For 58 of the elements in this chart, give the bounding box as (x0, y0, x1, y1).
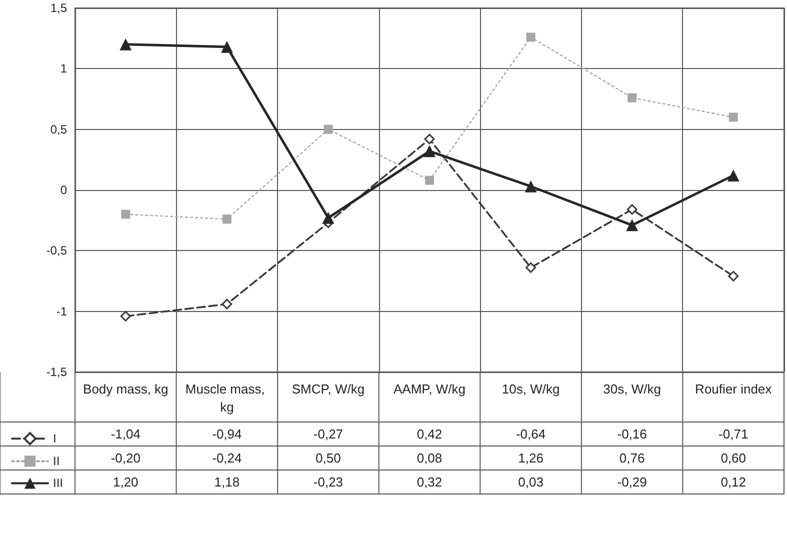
data-label: 1,20 (112, 474, 138, 490)
point (626, 204, 638, 215)
point (424, 134, 435, 144)
point (628, 93, 637, 102)
data-label: -0,16 (617, 426, 647, 442)
data-label: 1,26 (518, 450, 544, 466)
x-tick-label: Roufier index (695, 382, 772, 396)
data-label: -0,24 (212, 450, 242, 466)
point (121, 210, 130, 219)
data-label: 0,76 (619, 450, 645, 466)
data-label: -1,04 (110, 426, 140, 442)
x-tick-label: Body mass, kg (83, 382, 168, 396)
legend-label: III (53, 476, 64, 490)
y-tick-label: 1 (60, 62, 68, 76)
point (120, 38, 132, 50)
x-tick-label: 10s, W/kg (502, 382, 560, 396)
data-label: 0,08 (416, 450, 442, 466)
point (324, 124, 333, 134)
data-label: 0,03 (518, 474, 544, 490)
data-label: -0,23 (313, 474, 344, 490)
data-label: -0,27 (313, 426, 344, 442)
point (222, 214, 232, 224)
data-label: -0,20 (110, 450, 140, 466)
y-tick-label: 1,5 (50, 1, 68, 15)
y-tick-label: -1 (56, 304, 68, 318)
y-tick-label: -0,5 (46, 244, 68, 258)
x-tick-label: SMCP, W/kg (292, 382, 365, 396)
point (727, 169, 740, 182)
point (526, 32, 536, 42)
data-label: 0,50 (316, 450, 341, 466)
point (425, 176, 434, 185)
data-label: 0,12 (720, 474, 746, 490)
data-label: 0,32 (416, 474, 442, 490)
point (424, 145, 436, 158)
legend-label: II (53, 454, 60, 468)
data-label: -0,94 (212, 426, 242, 442)
y-tick-label: -1,5 (46, 365, 68, 379)
x-tick-label: 30s, W/kg (603, 382, 661, 396)
data-label: -0,64 (516, 426, 546, 442)
y-tick-label: 0,5 (50, 122, 68, 136)
point (728, 112, 738, 122)
data-label: 0,60 (720, 450, 746, 466)
data-label: -0,71 (718, 426, 748, 442)
legend-label: I (53, 432, 56, 446)
y-tick-label: 0 (60, 183, 68, 197)
data-label: -0,29 (617, 474, 647, 490)
point (220, 40, 233, 53)
point (626, 219, 638, 232)
point (322, 212, 334, 224)
data-label: 0,42 (416, 426, 442, 442)
point (120, 310, 131, 322)
point (222, 298, 232, 310)
point (728, 270, 739, 282)
data-label: 1,18 (214, 474, 240, 490)
x-tick-label: Muscle mass, kg (185, 382, 268, 414)
point (524, 180, 537, 192)
x-tick-label: AAMP, W/kg (393, 382, 466, 396)
point (526, 262, 536, 273)
